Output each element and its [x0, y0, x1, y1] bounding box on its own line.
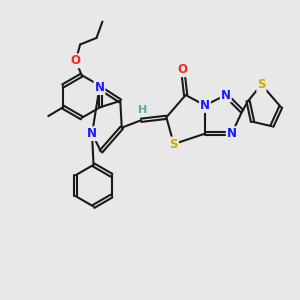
Text: N: N	[227, 127, 237, 140]
Text: H: H	[138, 105, 147, 115]
Text: S: S	[257, 78, 266, 91]
Text: S: S	[169, 138, 178, 151]
Text: N: N	[200, 99, 210, 112]
Text: O: O	[178, 63, 188, 76]
Text: N: N	[87, 127, 97, 140]
Text: O: O	[71, 54, 81, 67]
Text: N: N	[221, 88, 231, 101]
Text: N: N	[94, 81, 104, 94]
